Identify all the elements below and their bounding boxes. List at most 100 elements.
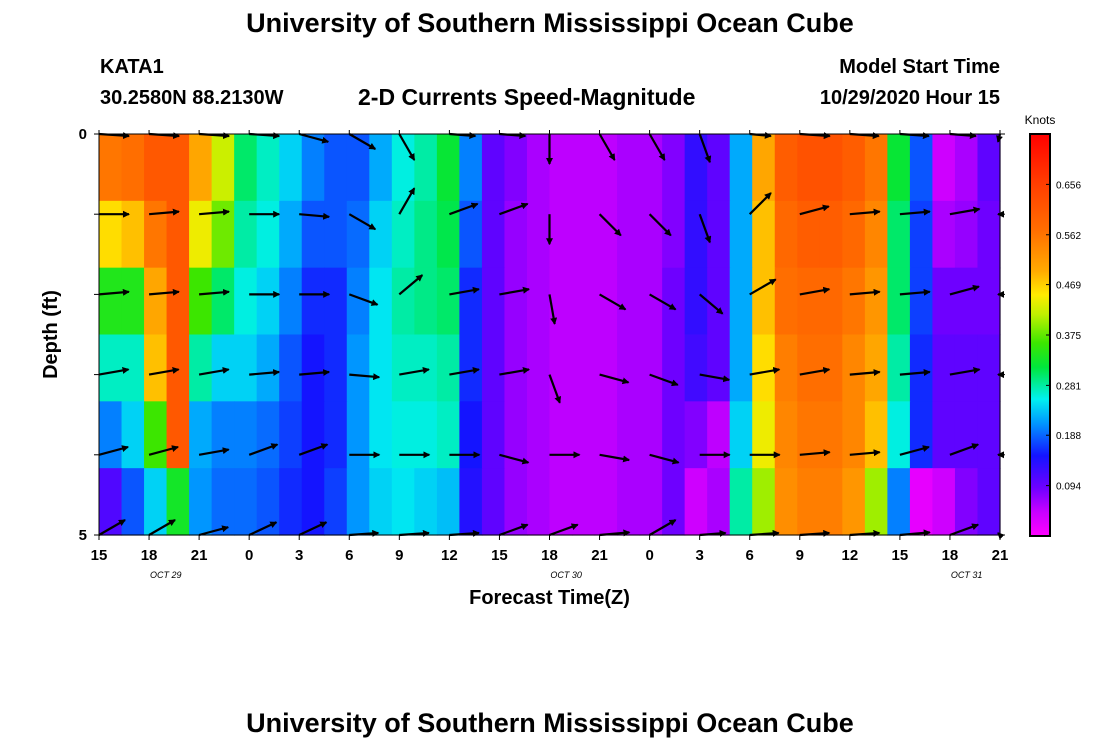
heatmap-cell [211, 468, 235, 536]
y-axis: 05 [79, 126, 1005, 544]
heatmap-cell [774, 334, 798, 402]
heatmap-cell [662, 200, 686, 269]
heatmap-cell [256, 468, 280, 536]
heatmap-cell [707, 334, 731, 402]
heatmap-cell [729, 468, 753, 536]
heatmap-cell [369, 468, 393, 536]
heatmap-cell [864, 401, 888, 469]
heatmap-cell [121, 334, 145, 402]
current-vector-arrow [949, 366, 981, 376]
heatmap-cell [369, 334, 393, 402]
current-vector-arrow [98, 366, 130, 376]
heatmap-cell [662, 267, 686, 336]
heatmap-cell [369, 401, 393, 469]
heatmap-cell [617, 468, 641, 536]
heatmap-cell [346, 468, 370, 536]
heatmap-cell [819, 267, 843, 336]
heatmap-cell [617, 134, 641, 202]
heatmap-cell [189, 401, 213, 469]
current-vector-arrow [348, 213, 377, 231]
station-id: KATA1 [100, 56, 164, 78]
heatmap-cell [301, 334, 325, 402]
colorbar-unit-label: Knots [1025, 113, 1056, 127]
heatmap-cell [121, 267, 145, 336]
heatmap-cell [526, 134, 551, 202]
heatmap-cell [887, 401, 911, 469]
heatmap-cell [594, 200, 618, 269]
heatmap-cell [707, 134, 731, 202]
colorbar-tick-label: 0.375 [1056, 331, 1081, 342]
current-vector-arrow [499, 366, 530, 376]
current-vector-arrow [949, 443, 980, 456]
footer-title: University of Southern Mississippi Ocean… [246, 708, 854, 738]
heatmap-cell [819, 334, 843, 402]
heatmap-cell [391, 401, 415, 469]
heatmap-cell [639, 134, 663, 202]
heatmap-cell [279, 401, 303, 469]
x-tick-label: 6 [345, 547, 353, 564]
heatmap-cell [166, 468, 190, 536]
heatmap-cell [572, 468, 596, 536]
colorbar-tick-label: 0.562 [1056, 231, 1081, 242]
heatmap-cell [684, 468, 708, 536]
heatmap-cell [977, 468, 1001, 536]
heatmap-cell [729, 334, 753, 402]
current-vector-arrow [98, 445, 129, 456]
heatmap-cell [684, 267, 708, 336]
heatmap-cell [526, 200, 551, 269]
heatmap-cell [662, 401, 686, 469]
heatmap-cell [819, 134, 843, 202]
heatmap-cell [144, 334, 168, 402]
heatmap-cell [414, 134, 438, 202]
current-vector-arrow [449, 366, 480, 376]
current-vector-arrow [98, 519, 126, 536]
x-tick-label: 6 [746, 547, 754, 564]
current-vector-arrow [399, 366, 430, 376]
heatmap-cell [707, 401, 731, 469]
heatmap-cell [391, 468, 415, 536]
x-tick-label: 18 [141, 547, 158, 564]
colorbar-tick-label: 0.188 [1056, 431, 1081, 442]
x-tick-label: 3 [695, 547, 703, 564]
x-tick-label: 12 [841, 547, 858, 564]
current-vector-arrow [348, 293, 379, 306]
current-vector-arrow [649, 519, 677, 536]
heatmap-cell [909, 200, 934, 269]
heatmap-cell [639, 267, 663, 336]
heatmap-cell [662, 468, 686, 536]
current-vector-arrow [199, 288, 230, 296]
heatmap-cell [819, 401, 843, 469]
heatmap-cell [144, 401, 168, 469]
heatmap-cell [324, 468, 348, 536]
heatmap-cell [752, 134, 776, 202]
heatmap-cell [977, 134, 1001, 202]
colorbar-ticks: 0.656 0.562 0.469 0.375 0.281 0.188 0.094 [1046, 180, 1081, 493]
y-axis-label: Depth (ft) [40, 290, 62, 379]
model-start-value: 10/29/2020 Hour 15 [819, 87, 1000, 109]
heatmap-cell [436, 200, 461, 269]
current-vector-arrow [248, 521, 278, 536]
heatmap-cell [121, 200, 145, 269]
heatmap-cell [977, 200, 1001, 269]
current-vector-arrow [699, 373, 731, 383]
heatmap-cell [391, 334, 415, 402]
current-vector-arrow [198, 447, 230, 456]
heatmap-cell [211, 334, 235, 402]
x-tick-label: 21 [191, 547, 208, 564]
colorbar-tick-label: 0.094 [1056, 482, 1081, 493]
heatmap-cell [504, 200, 528, 269]
x-tick-label: 18 [541, 547, 558, 564]
heatmap-cell [572, 267, 596, 336]
current-vector-arrow [298, 443, 329, 456]
heatmap-cell [954, 334, 979, 402]
heatmap-cell [436, 134, 461, 202]
current-vector-arrow [248, 443, 279, 456]
current-vector-arrow [298, 132, 330, 144]
heatmap-cell [526, 468, 551, 536]
heatmap-cell [346, 134, 370, 202]
heatmap-cell [324, 267, 348, 336]
heatmap-cell [752, 334, 776, 402]
heatmap-cell [256, 401, 280, 469]
heatmap-cell [864, 334, 888, 402]
heatmap-cell [549, 468, 573, 536]
